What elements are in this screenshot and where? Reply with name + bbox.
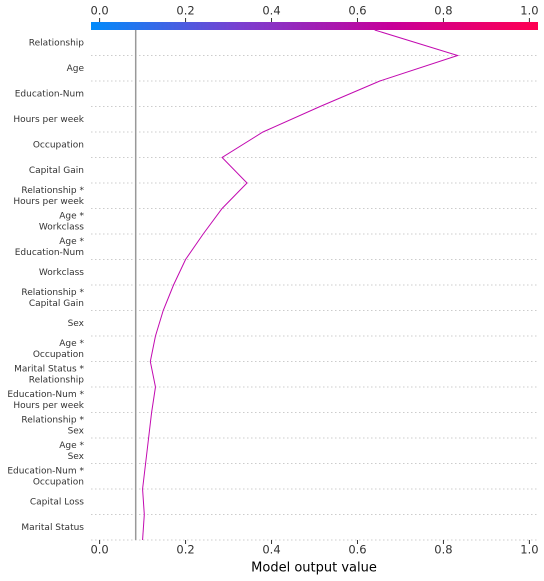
feature-label: Education-Num [15,248,84,258]
x-tick-label: 1.0 [520,543,538,557]
x-tick-label-top: 0.4 [262,4,280,18]
x-tick-label: 0.0 [90,543,108,557]
feature-label: Workclass [39,222,84,232]
feature-label: Relationship * [21,288,84,298]
feature-label: Capital Gain [29,166,84,176]
feature-label: Occupation [33,140,84,150]
feature-label: Marital Status [21,523,84,533]
x-tick-label: 0.2 [176,543,194,557]
feature-label: Marital Status * [14,364,84,374]
decision-line [142,29,460,515]
x-tick-label: 0.6 [348,543,366,557]
feature-label: Relationship [29,375,85,385]
x-axis-label: Model output value [251,561,377,576]
feature-label: Sex [68,452,85,462]
x-tick-label-top: 0.8 [434,4,452,18]
x-tick-label-top: 0.6 [348,4,366,18]
feature-label: Education-Num * [7,466,84,476]
feature-label: Age * [59,211,84,221]
feature-label: Relationship * [21,186,84,196]
feature-label: Occupation [33,350,84,360]
feature-label: Sex [68,319,85,329]
feature-label: Age * [59,441,84,451]
feature-label: Workclass [39,268,84,278]
x-tick-label: 0.8 [434,543,452,557]
feature-label: Age * [59,237,84,247]
feature-label: Capital Loss [30,497,84,507]
feature-label: Relationship [29,38,85,48]
feature-label: Relationship * [21,415,84,425]
x-tick-label-top: 0.2 [176,4,194,18]
feature-label: Hours per week [13,197,84,207]
feature-label: Occupation [33,477,84,487]
x-tick-label: 0.4 [262,543,280,557]
feature-label: Education-Num [15,89,84,99]
feature-label: Hours per week [13,115,84,125]
feature-label: Hours per week [13,401,84,411]
x-tick-label-top: 0.0 [90,4,108,18]
feature-label: Capital Gain [29,299,84,309]
feature-label: Age [67,64,85,74]
x-tick-label-top: 1.0 [520,4,538,18]
feature-label: Age * [59,339,84,349]
colorbar [91,22,538,30]
feature-label: Education-Num * [7,390,84,400]
decision-line-start [142,514,145,541]
feature-label: Sex [68,426,85,436]
